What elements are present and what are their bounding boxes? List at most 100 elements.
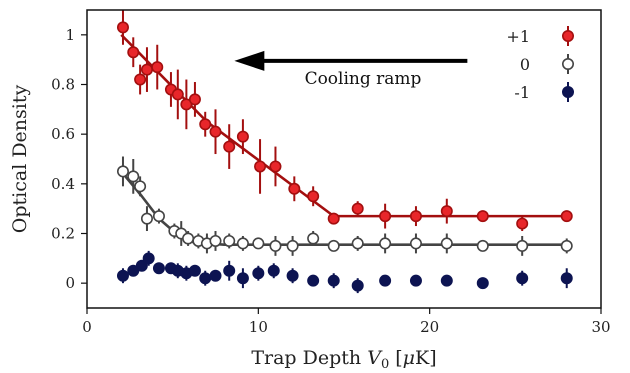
series-1 (116, 156, 573, 256)
data-point (116, 165, 129, 178)
data-point (152, 262, 165, 275)
x-axis-unit-open: [ (389, 347, 402, 369)
data-point (199, 118, 212, 131)
data-point (516, 239, 529, 252)
data-point (127, 170, 140, 183)
data-point (142, 252, 155, 265)
data-point (327, 274, 340, 287)
data-point (171, 88, 184, 101)
data-point (252, 267, 265, 280)
data-point (223, 140, 236, 153)
data-point (209, 125, 222, 138)
data-point (440, 237, 453, 250)
cooling-ramp-annotation: Cooling ramp (234, 50, 468, 89)
data-point (409, 274, 422, 287)
data-point (267, 264, 280, 277)
cooling-ramp-arrow-head (234, 50, 265, 71)
data-point (188, 264, 201, 277)
cooling-ramp-label: Cooling ramp (305, 69, 422, 89)
data-point (188, 93, 201, 106)
data-point (307, 190, 320, 203)
x-axis-unit-rest: K] (415, 347, 437, 369)
axis-ticks: 0 10 20 30 0 0.2 0.4 0.6 0.8 1 (51, 26, 610, 336)
data-point (254, 160, 267, 173)
data-point (182, 232, 195, 245)
data-point (199, 272, 212, 285)
data-point (476, 277, 489, 290)
data-point (516, 217, 529, 230)
x-axis-label-text: Trap Depth (251, 347, 361, 369)
series-0 (116, 10, 573, 232)
data-point (269, 160, 282, 173)
y-axis-label: Optical Density (9, 85, 31, 234)
data-point (236, 272, 249, 285)
legend-marker (561, 86, 574, 99)
data-point (140, 63, 153, 76)
data-point (116, 21, 129, 34)
data-point (209, 269, 222, 282)
data-point (180, 98, 193, 111)
legend-marker (561, 29, 574, 42)
legend-label: +1 (506, 27, 530, 46)
legend-label: -1 (514, 83, 530, 102)
data-point (307, 232, 320, 245)
y-tick-label: 0.8 (51, 76, 75, 94)
data-point (134, 180, 147, 193)
plot-frame (86, 9, 602, 309)
x-axis-label: Trap Depth V0 [μK] (251, 347, 436, 372)
x-axis-symbol: V (367, 347, 383, 369)
data-point (134, 73, 147, 86)
data-point (476, 239, 489, 252)
data-point (127, 46, 140, 59)
data-point (151, 61, 164, 74)
legend-marker (561, 57, 574, 70)
data-point (327, 239, 340, 252)
x-axis-unit-mu: μ (403, 347, 415, 369)
data-point (152, 210, 165, 223)
y-tick-label: 0.6 (51, 125, 75, 143)
data-point (116, 269, 129, 282)
y-tick-label: 0.4 (51, 175, 75, 193)
data-point (409, 237, 422, 250)
y-tick-label: 0 (65, 274, 75, 292)
data-point (440, 274, 453, 287)
data-point (351, 237, 364, 250)
legend-label: 0 (520, 55, 530, 74)
data-point (236, 237, 249, 250)
data-point (209, 234, 222, 247)
data-point (351, 202, 364, 215)
x-tick-label: 0 (82, 318, 92, 336)
data-point (560, 272, 573, 285)
data-point (516, 272, 529, 285)
legend: +1 0 -1 (506, 26, 574, 102)
data-point (327, 212, 340, 225)
data-point (379, 274, 392, 287)
data-point (379, 210, 392, 223)
data-point (223, 264, 236, 277)
y-tick-label: 0.2 (51, 225, 75, 243)
series-2 (116, 250, 573, 294)
data-point (288, 182, 301, 195)
y-tick-label: 1 (65, 26, 75, 44)
data-point (560, 210, 573, 223)
data-point (269, 239, 282, 252)
data-point (440, 205, 453, 218)
data-point (236, 130, 249, 143)
data-point (476, 210, 489, 223)
data-point (379, 237, 392, 250)
data-point (409, 210, 422, 223)
x-axis-subscript: 0 (381, 357, 389, 372)
data-point (127, 264, 140, 277)
data-point (135, 259, 148, 272)
plot-marks (116, 10, 573, 294)
data-point (286, 239, 299, 252)
x-tick-label: 10 (249, 318, 268, 336)
data-point (560, 239, 573, 252)
data-point (223, 234, 236, 247)
data-point (252, 237, 265, 250)
x-tick-label: 20 (420, 318, 439, 336)
data-point (351, 279, 364, 292)
data-point (307, 274, 320, 287)
data-point (140, 212, 153, 225)
